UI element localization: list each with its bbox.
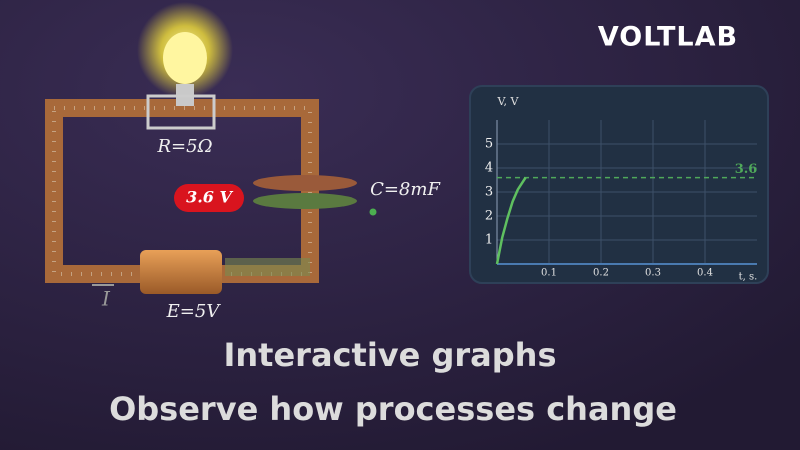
brand-logo: VOLTLAB xyxy=(598,22,738,53)
graph-panel xyxy=(469,85,769,284)
capacitor-plate xyxy=(253,175,357,191)
voltage-curve xyxy=(495,176,527,265)
wire-segment xyxy=(225,258,310,276)
y-tick-label: 2 xyxy=(485,209,493,224)
current-label: I xyxy=(101,287,111,311)
battery-label: E=5V xyxy=(166,301,222,322)
y-tick-label: 4 xyxy=(485,161,493,176)
reference-label: 3.6 xyxy=(735,162,758,177)
resistor-label: R=5Ω xyxy=(156,136,212,157)
headline: Observe how processes change xyxy=(109,390,677,428)
voltmeter-probe xyxy=(369,208,377,216)
circuit xyxy=(45,2,377,294)
x-tick-label: 0.2 xyxy=(593,268,609,279)
resistor-box xyxy=(146,94,216,130)
voltmeter-badge xyxy=(174,184,244,212)
x-tick-label: 0.1 xyxy=(541,268,557,279)
capacitor-plate xyxy=(253,193,357,209)
bulb xyxy=(163,32,207,84)
x-tick-label: 0.4 xyxy=(697,268,713,279)
capacitor-label: C=8mF xyxy=(370,179,441,200)
plot: 1 2 3 4 5 0.1 0.2 0.3 0.4 3.6 xyxy=(485,120,757,279)
headline: Interactive graphs xyxy=(223,336,556,374)
voltmeter-label: 3.6 V xyxy=(186,188,233,207)
x-tick-label: 0.3 xyxy=(645,268,661,279)
y-tick-label: 3 xyxy=(485,185,493,200)
battery xyxy=(140,250,222,294)
x-axis-label: t, s. xyxy=(739,272,758,283)
y-axis-label: V, V xyxy=(497,95,520,108)
y-tick-label: 5 xyxy=(485,137,493,152)
y-tick-label: 1 xyxy=(485,233,493,248)
